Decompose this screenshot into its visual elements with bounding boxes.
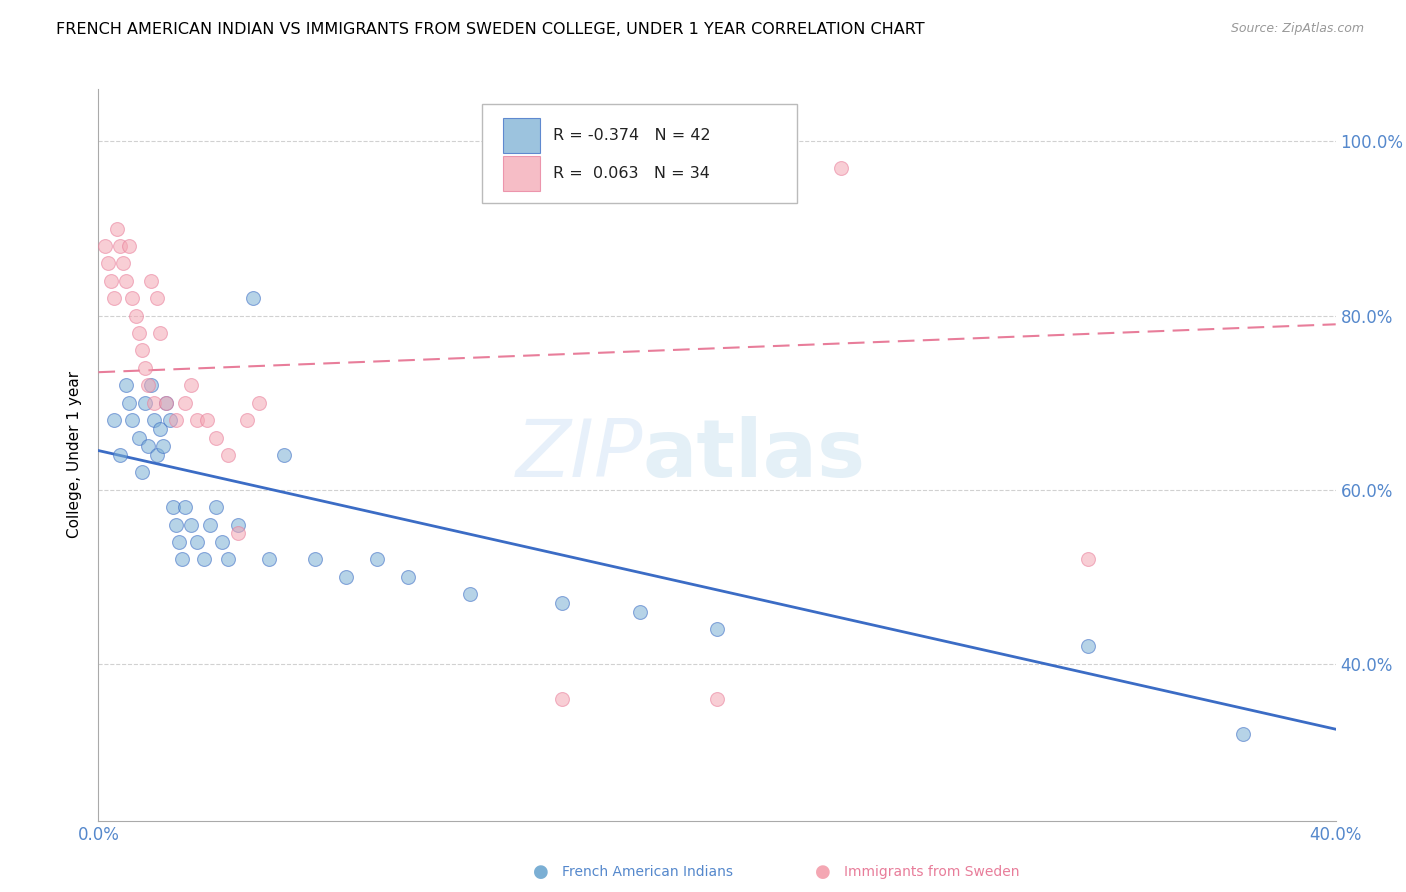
Point [115,274,138,288]
Point [103,291,125,305]
Point [136,378,159,392]
Point [121,413,143,427]
Point [115,378,138,392]
Text: Immigrants from Sweden: Immigrants from Sweden [844,865,1019,880]
Point [186,535,208,549]
Point [139,378,162,392]
Point [1077,640,1099,654]
Point [118,395,141,409]
Point [131,466,153,480]
Point [118,239,141,253]
FancyBboxPatch shape [503,156,540,191]
Point [108,239,131,253]
Point [152,439,174,453]
Point [146,448,169,462]
FancyBboxPatch shape [482,103,797,202]
Text: ●: ● [533,863,550,881]
Point [128,326,150,340]
Point [205,430,228,444]
Text: FRENCH AMERICAN INDIAN VS IMMIGRANTS FROM SWEDEN COLLEGE, UNDER 1 YEAR CORRELATI: FRENCH AMERICAN INDIAN VS IMMIGRANTS FRO… [56,22,925,37]
Point [143,413,166,427]
Point [195,413,218,427]
Point [103,413,125,427]
Point [149,326,172,340]
Point [174,500,197,515]
Point [257,552,280,566]
Point [174,395,197,409]
Point [100,274,122,288]
Point [134,395,156,409]
Point [170,552,193,566]
Point [1232,726,1254,740]
Point [136,439,159,453]
Text: R =  0.063   N = 34: R = 0.063 N = 34 [553,166,710,181]
Point [121,291,143,305]
Point [159,413,181,427]
Y-axis label: College, Under 1 year: College, Under 1 year [67,371,83,539]
Point [458,587,481,601]
Point [105,221,128,235]
Point [149,422,172,436]
Text: atlas: atlas [643,416,866,494]
Point [226,517,249,532]
Point [706,622,728,636]
Point [165,413,187,427]
Point [155,395,177,409]
Point [167,535,190,549]
Point [108,448,131,462]
Point [124,309,146,323]
Point [155,395,177,409]
Point [139,274,162,288]
Point [335,570,357,584]
Point [186,413,208,427]
Point [396,570,419,584]
Point [143,395,166,409]
Text: R = -0.374   N = 42: R = -0.374 N = 42 [553,128,710,143]
Point [93,239,115,253]
Point [97,256,120,270]
Point [247,395,270,409]
Point [236,413,259,427]
Point [1077,552,1099,566]
Text: Source: ZipAtlas.com: Source: ZipAtlas.com [1230,22,1364,36]
Point [180,378,202,392]
Point [217,448,239,462]
Point [366,552,388,566]
Point [205,500,228,515]
Point [146,291,169,305]
Point [242,291,264,305]
Text: ●: ● [814,863,831,881]
Point [128,430,150,444]
Point [165,517,187,532]
Point [551,691,574,706]
Point [217,552,239,566]
Point [226,526,249,541]
Point [180,517,202,532]
Point [131,343,153,358]
Point [198,517,221,532]
FancyBboxPatch shape [503,118,540,153]
Point [193,552,215,566]
Text: French American Indians: French American Indians [562,865,734,880]
Point [551,596,574,610]
Point [112,256,135,270]
Point [830,161,852,175]
Point [273,448,295,462]
Point [706,691,728,706]
Point [628,605,651,619]
Point [162,500,184,515]
Point [304,552,326,566]
Text: ZIP: ZIP [516,416,643,494]
Point [211,535,233,549]
Point [134,360,156,375]
